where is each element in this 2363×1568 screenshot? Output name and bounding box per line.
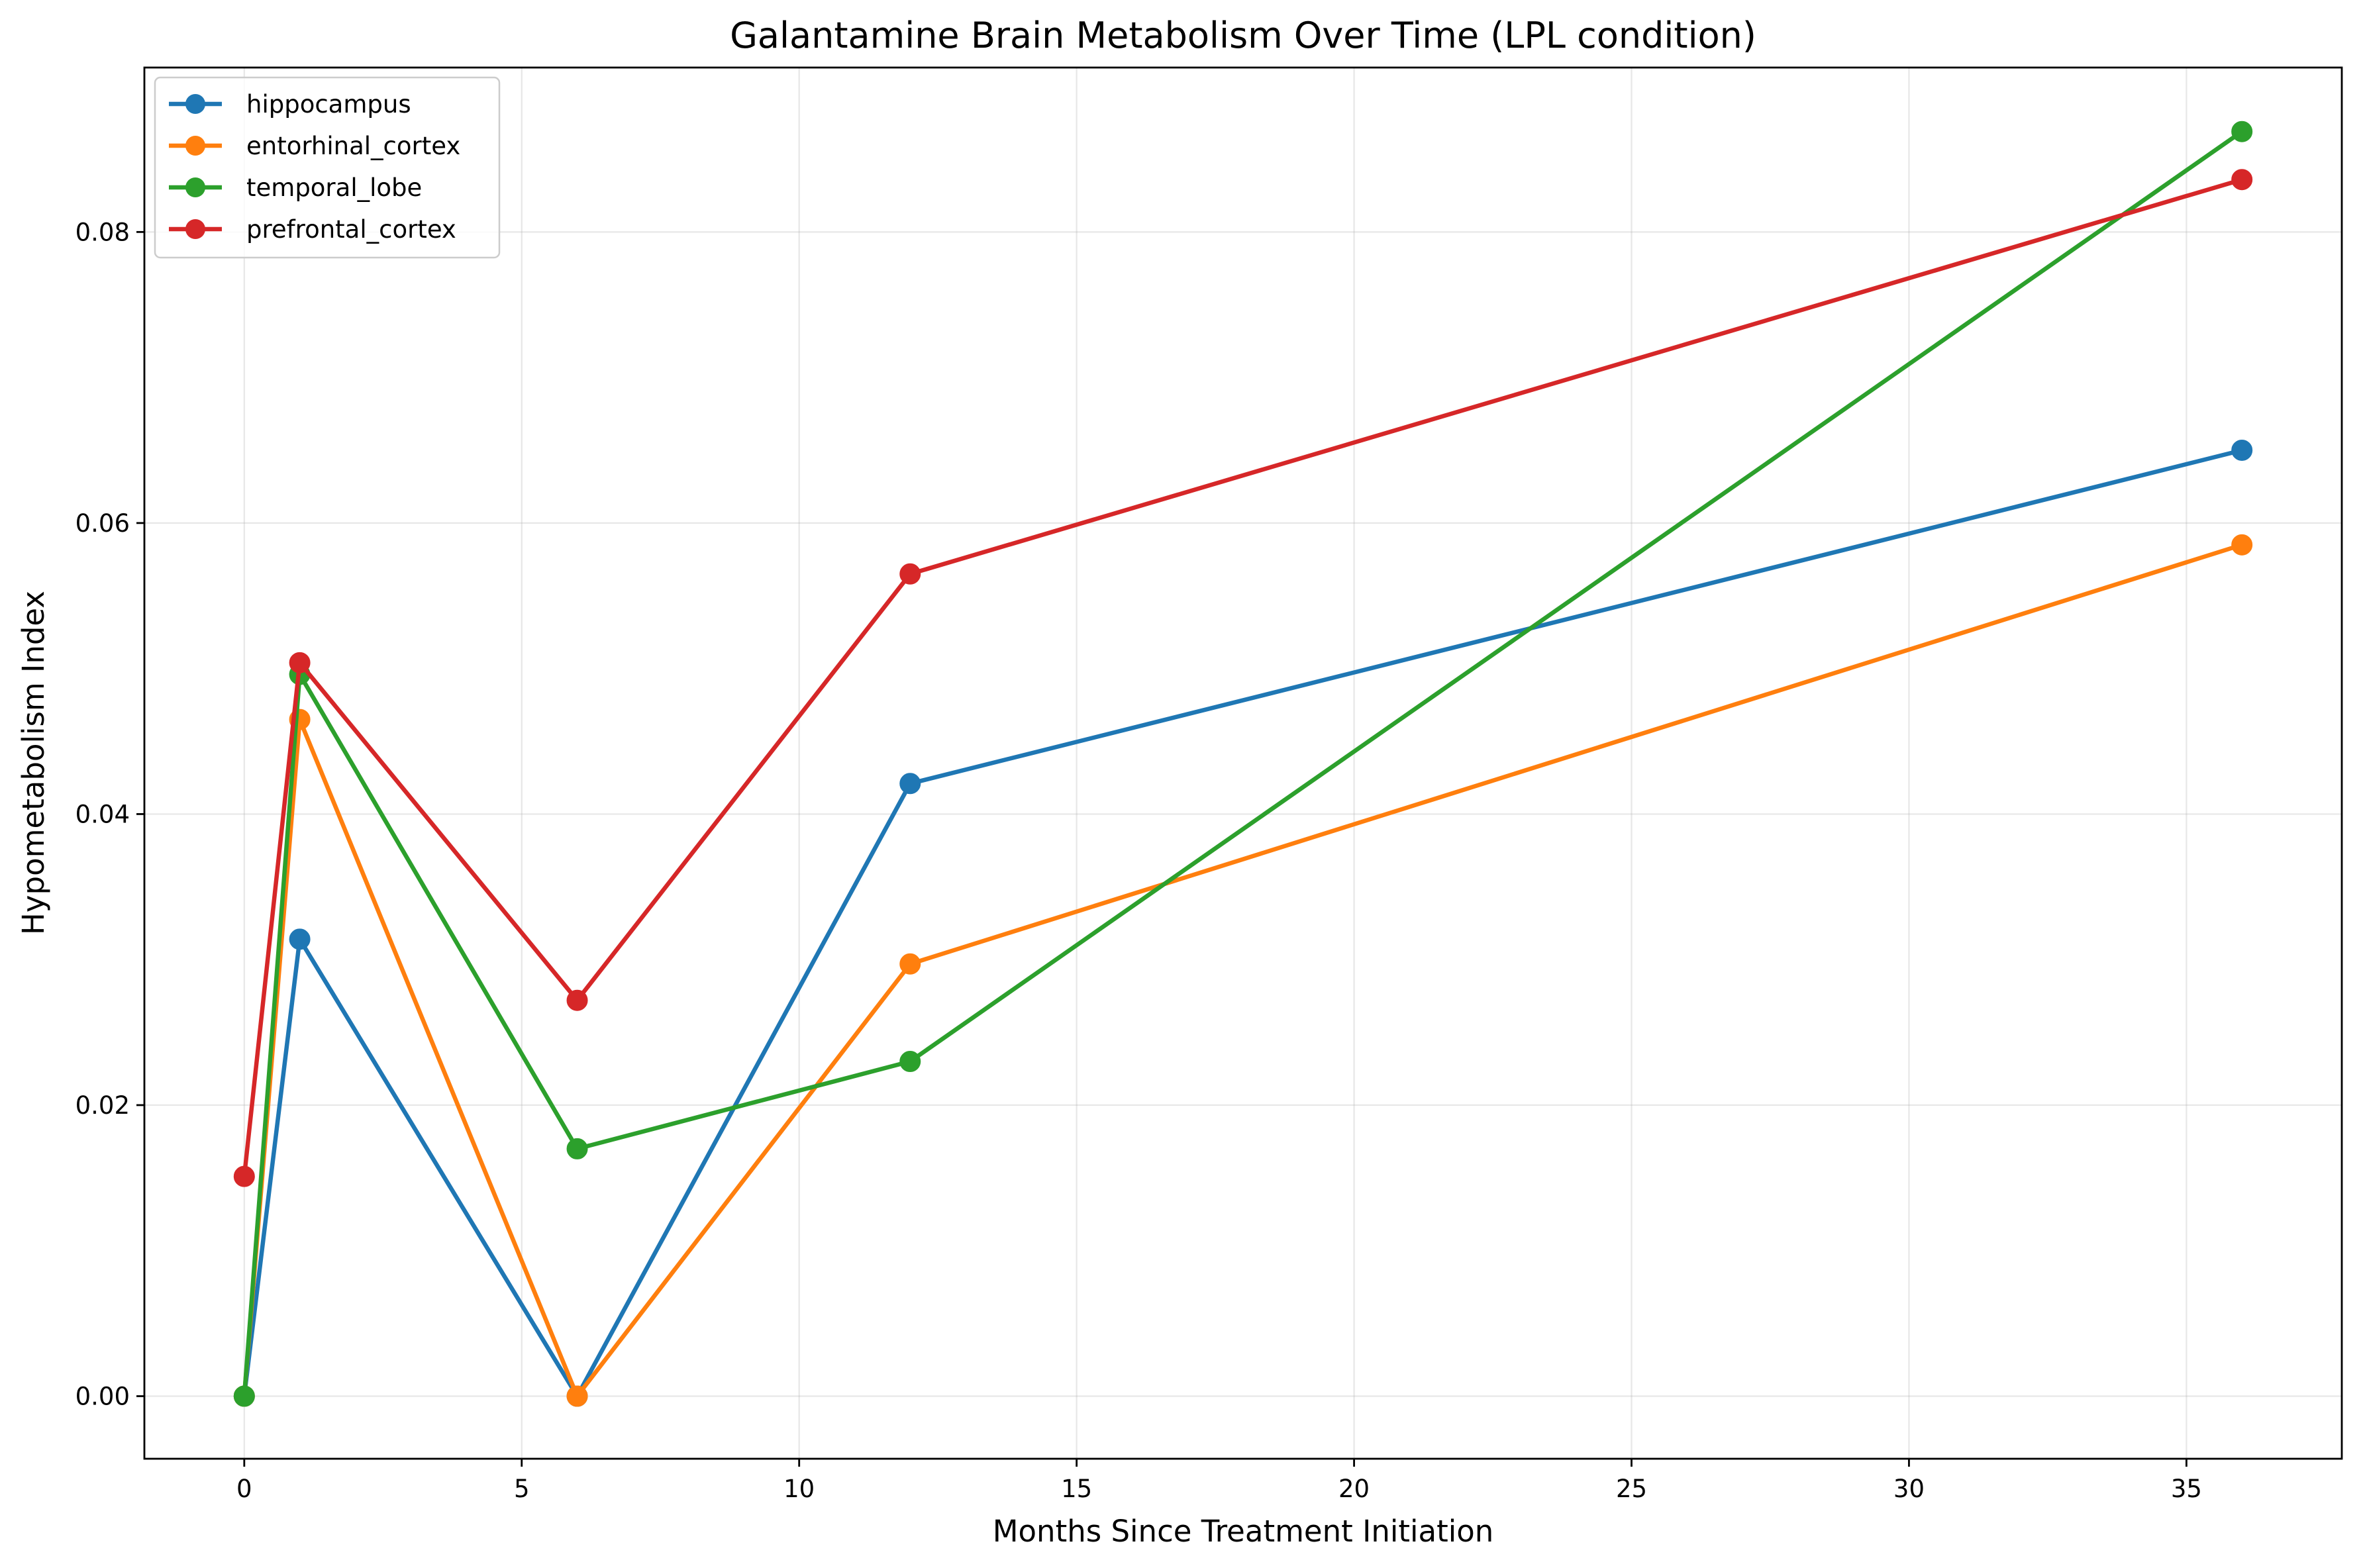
series-temporal_lobe: [233, 121, 2253, 1407]
data-point: [289, 652, 311, 673]
y-tick-label: 0.02: [75, 1091, 130, 1120]
x-axis-label: Months Since Treatment Initiation: [993, 1514, 1494, 1549]
data-point: [566, 1385, 588, 1407]
legend-entry: temporal_lobe: [169, 173, 422, 202]
data-point: [899, 563, 921, 585]
legend-box: [154, 76, 501, 259]
plot-frame: [143, 66, 2343, 1460]
series-line: [242, 130, 2244, 1396]
grid: [144, 68, 2342, 1459]
data-point: [2231, 121, 2253, 142]
legend: hippocampus entorhinal_cortex temporal_lob…: [154, 76, 501, 259]
data-point: [233, 1165, 255, 1187]
x-tick-label: 20: [1338, 1475, 1370, 1503]
legend-marker: [185, 219, 205, 239]
data-point: [2231, 534, 2253, 556]
legend-entry: hippocampus: [169, 90, 411, 119]
data-point: [899, 953, 921, 975]
y-tick-label: 0.00: [75, 1382, 130, 1410]
legend-marker: [185, 177, 205, 197]
x-tick-label: 25: [1616, 1475, 1647, 1503]
data-point: [233, 1385, 255, 1407]
legend-marker: [185, 94, 205, 114]
chart-title: Galantamine Brain Metabolism Over Time (…: [730, 15, 1756, 56]
y-tick-label: 0.04: [75, 800, 130, 828]
data-point: [899, 1051, 921, 1073]
series-line: [242, 542, 2243, 1398]
x-tick-label: 30: [1893, 1475, 1925, 1503]
data-point: [899, 773, 921, 795]
legend-label: prefrontal_cortex: [246, 215, 456, 244]
data-point: [566, 989, 588, 1011]
legend-entry: prefrontal_cortex: [169, 215, 456, 244]
series-hippocampus: [233, 439, 2253, 1407]
legend-label: hippocampus: [246, 90, 411, 119]
y-tick-label: 0.06: [75, 509, 130, 538]
y-tick-label: 0.08: [75, 218, 130, 246]
y-axis-label: Hypometabolism Index: [16, 591, 51, 935]
x-tick-label: 5: [514, 1475, 530, 1503]
legend-marker: [185, 136, 205, 156]
x-tick-label: 35: [2171, 1475, 2202, 1503]
series-layer: [233, 121, 2253, 1407]
legend-entry: entorhinal_cortex: [169, 132, 460, 160]
series-line: [242, 448, 2242, 1398]
data-point: [2231, 439, 2253, 461]
y-axis: 0.00 0.02 0.04 0.06 0.08: [75, 218, 144, 1410]
data-point: [566, 1138, 588, 1159]
legend-label: temporal_lobe: [246, 173, 422, 202]
x-axis: 0 5 10 15 20 25 30 35: [236, 1459, 2202, 1503]
series-prefrontal_cortex: [233, 169, 2253, 1187]
x-tick-label: 10: [783, 1475, 815, 1503]
x-tick-label: 15: [1061, 1475, 1092, 1503]
legend-label: entorhinal_cortex: [246, 132, 460, 160]
series-entorhinal_cortex: [233, 534, 2253, 1407]
x-tick-label: 0: [236, 1475, 252, 1503]
data-point: [2231, 169, 2253, 191]
data-point: [289, 928, 311, 950]
series-line: [242, 177, 2243, 1177]
